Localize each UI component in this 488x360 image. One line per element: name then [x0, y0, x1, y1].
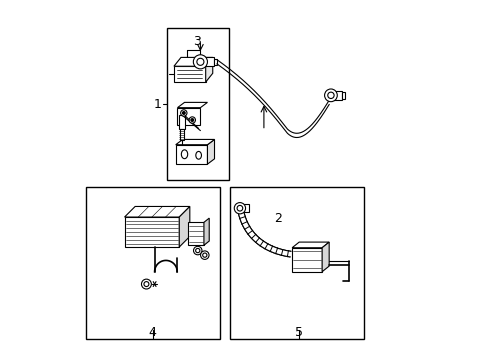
Circle shape	[234, 203, 245, 214]
Text: 5: 5	[295, 326, 303, 339]
Bar	[177, 108, 200, 125]
Circle shape	[237, 206, 242, 211]
Bar	[124, 217, 179, 247]
Bar	[330, 91, 342, 100]
Bar	[178, 115, 184, 129]
Bar	[342, 92, 345, 99]
Bar	[240, 204, 248, 212]
Circle shape	[197, 58, 203, 66]
Polygon shape	[124, 207, 189, 217]
Polygon shape	[205, 57, 212, 82]
Circle shape	[193, 55, 207, 69]
Bar	[166, 28, 228, 180]
Circle shape	[327, 92, 333, 99]
Polygon shape	[203, 218, 209, 245]
Circle shape	[189, 117, 195, 123]
Bar	[291, 248, 322, 272]
Bar	[175, 145, 207, 164]
Circle shape	[141, 279, 151, 289]
Circle shape	[182, 112, 185, 114]
Ellipse shape	[195, 152, 201, 159]
Bar	[200, 57, 213, 66]
Ellipse shape	[181, 150, 187, 159]
Polygon shape	[322, 242, 328, 272]
Circle shape	[195, 248, 200, 253]
Text: 3: 3	[193, 35, 201, 48]
Polygon shape	[177, 102, 207, 108]
Circle shape	[180, 110, 186, 116]
Bar	[213, 59, 217, 65]
Circle shape	[193, 246, 202, 255]
Bar	[230, 187, 364, 339]
Text: 4: 4	[148, 326, 156, 339]
Text: 2: 2	[273, 212, 282, 225]
Polygon shape	[175, 139, 214, 145]
Polygon shape	[179, 207, 189, 247]
Circle shape	[143, 282, 148, 287]
Bar	[85, 187, 219, 339]
Polygon shape	[291, 242, 328, 248]
Bar	[188, 222, 203, 245]
Circle shape	[324, 89, 337, 102]
Circle shape	[203, 253, 206, 257]
Circle shape	[200, 251, 208, 259]
Circle shape	[190, 118, 193, 121]
Bar	[179, 129, 183, 140]
Text: 1: 1	[153, 98, 161, 111]
Polygon shape	[207, 139, 214, 164]
Polygon shape	[174, 57, 212, 66]
Bar	[174, 66, 205, 82]
Polygon shape	[238, 211, 290, 257]
